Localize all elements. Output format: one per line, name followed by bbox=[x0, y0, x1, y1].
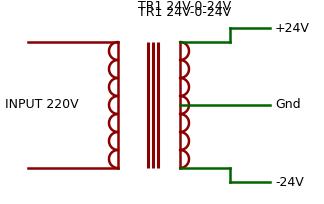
Text: Gnd: Gnd bbox=[275, 99, 301, 112]
Text: TR1 24V-0-24V: TR1 24V-0-24V bbox=[138, 6, 232, 19]
Text: TR1 24V-0-24V: TR1 24V-0-24V bbox=[138, 0, 232, 12]
Text: +24V: +24V bbox=[275, 21, 310, 34]
Text: -24V: -24V bbox=[275, 175, 304, 188]
Text: INPUT 220V: INPUT 220V bbox=[5, 99, 79, 112]
